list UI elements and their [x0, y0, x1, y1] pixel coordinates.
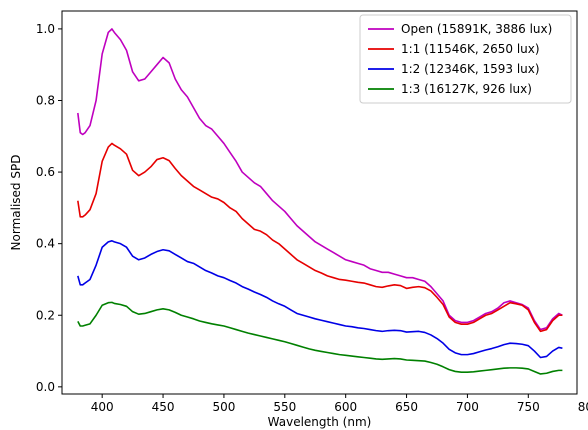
y-axis-ticks: 0.0 0.2 0.4 0.6 0.8 1.0	[36, 22, 62, 394]
legend-label-2: 1:1 (11546K, 2650 lux)	[401, 42, 540, 56]
y-tick-label: 0.0	[36, 380, 55, 394]
x-tick-label: 450	[152, 400, 175, 414]
legend-label-4: 1:3 (16127K, 926 lux)	[401, 82, 532, 96]
x-tick-label: 700	[456, 400, 479, 414]
y-tick-label: 0.4	[36, 237, 55, 251]
x-axis-label: Wavelength (nm)	[268, 415, 372, 429]
legend-label-3: 1:2 (12346K, 1593 lux)	[401, 62, 540, 76]
plot-lines	[77, 28, 563, 375]
y-tick-label: 0.6	[36, 165, 55, 179]
y-tick-label: 1.0	[36, 22, 55, 36]
legend-label-1: Open (15891K, 3886 lux)	[401, 22, 552, 36]
y-tick-label: 0.8	[36, 93, 55, 107]
y-tick-label: 0.2	[36, 308, 55, 322]
legend: Open (15891K, 3886 lux) 1:1 (11546K, 2650…	[359, 14, 572, 104]
series-line-3	[77, 240, 563, 359]
x-tick-label: 600	[334, 400, 357, 414]
x-axis-ticks: 400 450 500 550 600 650 700 750 800	[91, 394, 588, 414]
series-line-1	[77, 28, 563, 331]
x-tick-label: 800	[578, 400, 588, 414]
x-tick-label: 750	[517, 400, 540, 414]
x-tick-label: 500	[212, 400, 235, 414]
series-line-2	[77, 142, 563, 333]
y-axis-label: Normalised SPD	[9, 155, 23, 251]
x-tick-label: 550	[273, 400, 296, 414]
x-tick-label: 400	[91, 400, 114, 414]
x-tick-label: 650	[395, 400, 418, 414]
series-line-4	[77, 301, 563, 375]
legend-box	[359, 14, 572, 104]
plot-frame	[61, 10, 578, 395]
